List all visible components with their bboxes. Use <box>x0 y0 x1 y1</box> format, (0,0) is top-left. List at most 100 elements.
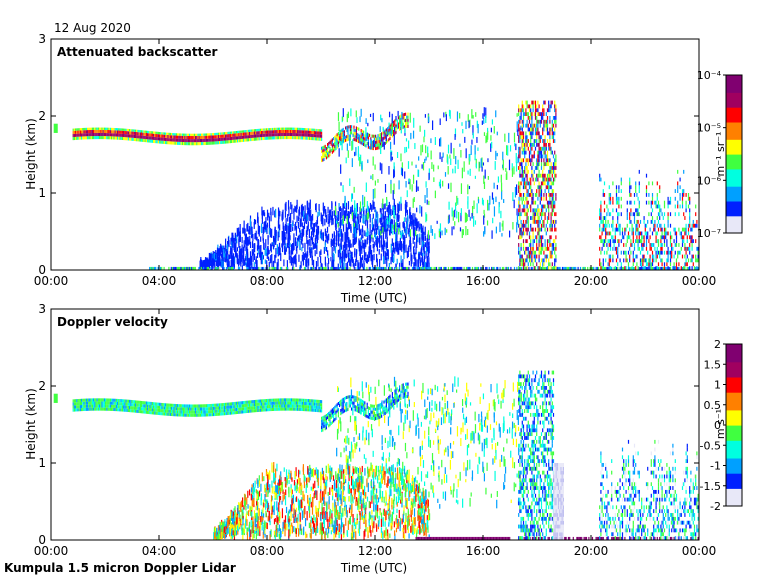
data-cell <box>629 189 631 193</box>
data-cell <box>154 136 156 141</box>
data-cell <box>270 207 272 216</box>
data-cell <box>145 132 147 137</box>
data-cell <box>461 229 463 238</box>
data-cell <box>539 139 541 143</box>
data-cell <box>459 143 461 147</box>
data-cell <box>406 118 408 122</box>
data-cell <box>415 185 418 192</box>
data-cell <box>208 252 210 262</box>
data-cell <box>322 158 324 162</box>
data-cell <box>371 229 373 236</box>
data-cell <box>522 223 525 228</box>
data-cell <box>528 235 531 240</box>
data-cell <box>186 266 188 270</box>
data-cell <box>601 231 603 236</box>
data-cell <box>543 158 545 163</box>
data-cell <box>448 201 450 210</box>
data-cell <box>544 146 546 151</box>
data-cell <box>542 131 544 136</box>
data-cell <box>405 204 407 213</box>
data-cell <box>117 128 119 131</box>
data-cell <box>204 135 206 139</box>
data-cell <box>465 212 467 223</box>
data-cell <box>554 158 556 163</box>
data-cell <box>674 189 676 193</box>
data-cell <box>302 255 305 266</box>
data-cell <box>301 136 303 140</box>
data-cell <box>426 199 428 205</box>
data-cell <box>606 243 608 247</box>
data-cell <box>431 228 434 236</box>
data-cell <box>544 204 546 209</box>
data-cell <box>617 262 619 267</box>
data-cell <box>542 223 544 228</box>
data-cell <box>339 259 341 266</box>
data-cell <box>620 250 622 255</box>
data-cell <box>493 266 495 270</box>
data-cell <box>321 129 323 132</box>
data-cell <box>629 193 631 197</box>
data-cell <box>607 246 609 251</box>
data-cell <box>524 200 526 205</box>
data-cell <box>469 266 471 270</box>
data-cell <box>127 128 129 132</box>
data-cell <box>555 158 557 163</box>
data-cell <box>343 242 346 249</box>
data-cell <box>293 127 295 130</box>
data-cell <box>407 161 410 169</box>
data-cell <box>337 249 339 258</box>
data-cell <box>373 243 375 253</box>
data-cell <box>543 212 545 217</box>
data-cell <box>545 123 547 128</box>
data-cell <box>73 405 75 409</box>
data-cell <box>409 179 411 190</box>
data-cell <box>295 241 297 246</box>
data-cell <box>219 250 221 257</box>
data-cell <box>538 131 540 136</box>
data-cell <box>202 142 204 146</box>
data-cell <box>525 246 527 251</box>
data-cell <box>235 246 237 257</box>
data-cell <box>223 266 225 270</box>
data-cell <box>384 266 386 270</box>
data-cell <box>221 247 223 252</box>
data-cell <box>384 204 386 210</box>
data-cell <box>530 112 532 116</box>
data-cell <box>520 246 522 251</box>
data-cell <box>681 235 684 240</box>
data-cell <box>75 130 77 134</box>
data-cell <box>527 250 529 255</box>
data-cell <box>540 150 543 155</box>
data-cell <box>387 249 389 260</box>
data-cell <box>444 172 447 177</box>
data-cell <box>407 214 409 225</box>
data-cell <box>355 129 357 133</box>
data-cell <box>550 193 552 197</box>
data-cell <box>259 128 261 132</box>
colorbar-swatch <box>726 112 742 116</box>
data-cell <box>661 212 663 217</box>
data-cell <box>219 137 221 142</box>
y-tick-label: 0 <box>38 263 46 277</box>
data-cell <box>350 260 352 267</box>
data-cell <box>241 236 243 244</box>
data-cell <box>549 158 551 163</box>
data-cell <box>502 159 504 171</box>
data-cell <box>555 119 557 124</box>
data-cell <box>522 196 525 201</box>
data-cell <box>663 239 666 244</box>
data-cell <box>287 132 289 137</box>
data-cell <box>653 243 655 247</box>
data-cell <box>337 263 339 270</box>
data-cell <box>405 125 407 129</box>
data-cell <box>549 142 551 147</box>
data-cell <box>239 245 241 255</box>
data-cell <box>393 120 395 124</box>
data-cell <box>623 250 625 255</box>
data-cell <box>660 227 662 232</box>
data-cell <box>87 136 89 140</box>
data-cell <box>673 266 675 270</box>
data-cell <box>647 219 649 224</box>
data-cell <box>379 208 381 213</box>
data-cell <box>538 219 540 224</box>
